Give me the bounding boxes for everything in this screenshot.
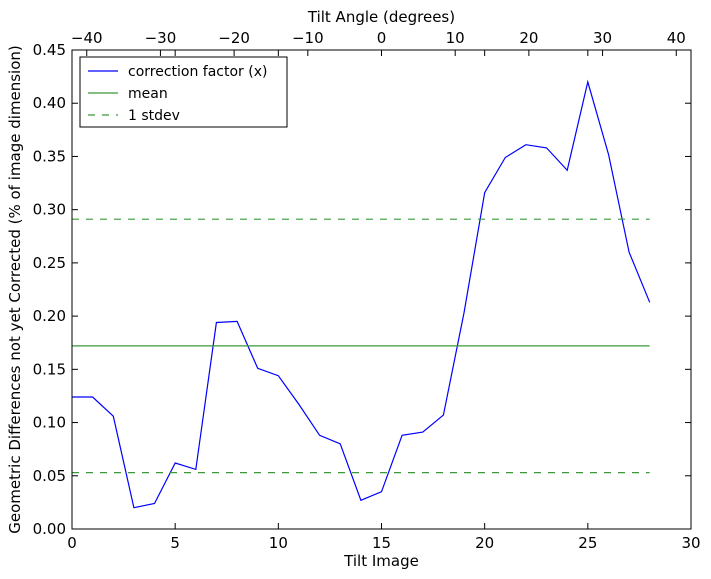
- plot-frame: [71, 49, 692, 530]
- y-tick-label: 0.40: [33, 94, 66, 112]
- y-tick-label: 0.15: [33, 360, 66, 378]
- series-line: [72, 79, 651, 509]
- legend: correction factor (x) mean 1 stdev: [79, 56, 288, 128]
- y-tick-label: 0.45: [33, 41, 66, 59]
- y-tick-label: 0.35: [33, 147, 66, 165]
- top-x-tick-label: −10: [292, 29, 324, 47]
- legend-label: correction factor (x): [128, 64, 267, 80]
- top-x-tick-label: −40: [71, 29, 103, 47]
- top-x-tick-label: −20: [218, 29, 250, 47]
- x-tick-label: 5: [170, 534, 180, 552]
- y-tick-label: 0.10: [33, 414, 66, 432]
- x-tick-label: 20: [475, 534, 494, 552]
- top-x-tick-label: 30: [593, 29, 612, 47]
- top-axis-label: Tilt Angle (degrees): [307, 8, 455, 26]
- y-tick-label: 0.30: [33, 201, 66, 219]
- y-axis-label: Geometric Differences not yet Corrected …: [6, 45, 24, 534]
- legend-label: 1 stdev: [128, 108, 180, 124]
- top-x-tick-label: 10: [446, 29, 465, 47]
- x-tick-label: 0: [67, 534, 77, 552]
- x-tick-label: 15: [372, 534, 391, 552]
- legend-box: [79, 56, 288, 128]
- y-tick-label: 0.05: [33, 467, 66, 485]
- y-tick-label: 0.00: [33, 520, 66, 538]
- top-x-tick-label: 0: [377, 29, 387, 47]
- top-x-tick-label: 40: [667, 29, 686, 47]
- y-tick-label: 0.25: [33, 254, 66, 272]
- x-tick-label: 30: [681, 534, 700, 552]
- legend-label: mean: [128, 86, 168, 102]
- top-x-tick-label: −30: [145, 29, 177, 47]
- x-axis-label: Tilt Image: [343, 552, 419, 570]
- plot-background: [72, 50, 691, 529]
- y-axis: 0.00 0.05 0.10 0.15 0.20 0.25 0.30 0.35 0.40 0.45: [33, 41, 691, 538]
- x-tick-label: 25: [578, 534, 597, 552]
- top-x-tick-label: 20: [519, 29, 538, 47]
- x-tick-label: 10: [269, 534, 288, 552]
- top-x-axis: −40 −30 −20 −10 0 10 20 30 40: [71, 29, 686, 56]
- series-layer: [72, 79, 651, 509]
- y-tick-label: 0.20: [33, 307, 66, 325]
